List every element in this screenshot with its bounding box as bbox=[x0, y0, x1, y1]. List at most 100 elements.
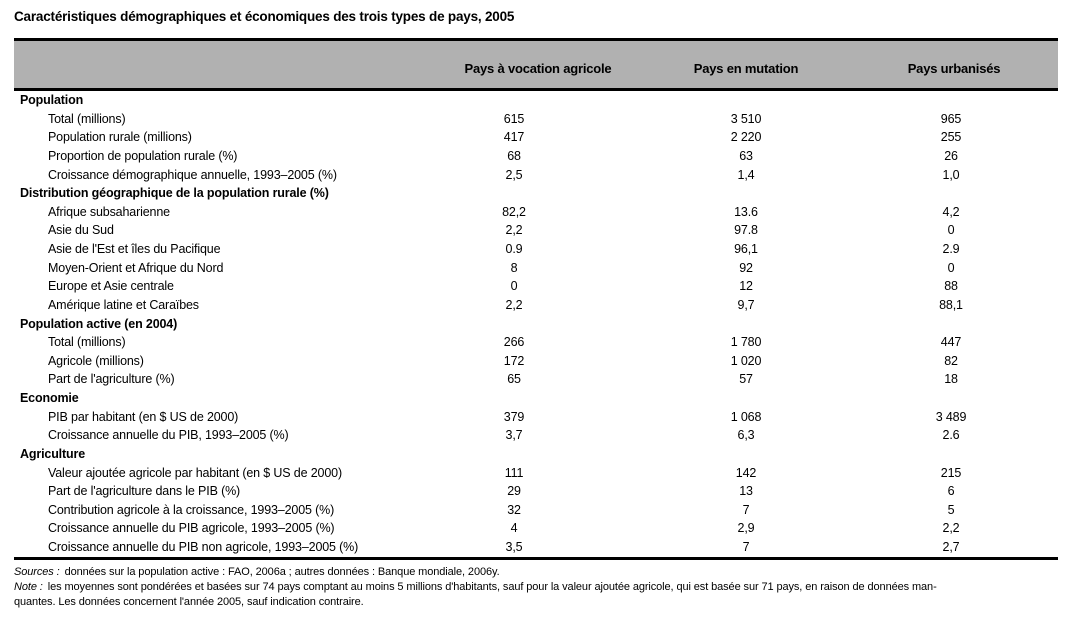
section-row: Economie bbox=[14, 389, 1058, 408]
value-cell: 68 bbox=[507, 148, 521, 163]
table-row: Total (millions) 266 1 780 447 bbox=[14, 333, 1058, 352]
value-cell: 1 780 bbox=[730, 335, 762, 350]
value-cell: 18 bbox=[944, 372, 958, 387]
value-cell bbox=[850, 315, 1058, 334]
value-cell: 97.8 bbox=[734, 223, 758, 238]
row-label: Amérique latine et Caraïbes bbox=[48, 297, 199, 312]
value-cell: 3 510 bbox=[730, 111, 762, 126]
value-cell: 615 bbox=[503, 111, 525, 126]
value-cell: 82 bbox=[944, 353, 958, 368]
value-cell bbox=[850, 184, 1058, 203]
row-label: Croissance annuelle du PIB non agricole,… bbox=[48, 540, 359, 554]
value-cell: 57 bbox=[739, 372, 753, 387]
value-cell: 3,7 bbox=[505, 428, 523, 443]
row-label: Croissance annuelle du PIB agricole, 199… bbox=[48, 521, 335, 536]
table-row: Afrique subsaharienne 82,2 13.6 4,2 bbox=[14, 203, 1058, 222]
value-cell: 82,2 bbox=[502, 204, 526, 219]
sources-label: Sources : bbox=[14, 565, 60, 578]
top-rule bbox=[14, 38, 1058, 41]
value-cell: 0.9 bbox=[505, 242, 523, 256]
value-cell: 88 bbox=[944, 279, 958, 294]
section-row: Distribution géographique de la populati… bbox=[14, 184, 1058, 203]
table-row: Croissance démographique annuelle, 1993–… bbox=[14, 166, 1058, 185]
row-label: Croissance démographique annuelle, 1993–… bbox=[48, 167, 337, 182]
table-row: Asie du Sud 2,2 97.8 0 bbox=[14, 221, 1058, 240]
value-cell bbox=[850, 445, 1058, 464]
table-row: Croissance annuelle du PIB, 1993–2005 (%… bbox=[14, 426, 1058, 445]
table-row: Total (millions) 615 3 510 965 bbox=[14, 110, 1058, 129]
value-cell: 1,4 bbox=[737, 167, 755, 182]
row-label: Asie de l'Est et îles du Pacifique bbox=[48, 242, 221, 256]
row-label: Agriculture bbox=[20, 446, 86, 461]
value-cell bbox=[642, 184, 850, 203]
table-row: Europe et Asie centrale 0 12 88 bbox=[14, 277, 1058, 296]
header-empty-cell bbox=[14, 61, 434, 69]
table-row: Croissance annuelle du PIB non agricole,… bbox=[14, 538, 1058, 557]
row-label: Croissance annuelle du PIB, 1993–2005 (%… bbox=[48, 428, 289, 443]
row-label: Agricole (millions) bbox=[48, 353, 144, 368]
note-line-2: quantes. Les données concernent l'année … bbox=[14, 595, 1058, 610]
value-cell: 2 220 bbox=[730, 130, 762, 145]
value-cell bbox=[850, 91, 1058, 110]
value-cell: 379 bbox=[503, 409, 525, 424]
value-cell: 111 bbox=[504, 465, 524, 480]
value-cell: 3,5 bbox=[505, 540, 523, 554]
section-row: Agriculture bbox=[14, 445, 1058, 464]
table-row: Contribution agricole à la croissance, 1… bbox=[14, 501, 1058, 520]
row-label: Asie du Sud bbox=[48, 223, 114, 238]
value-cell bbox=[642, 315, 850, 334]
value-cell: 63 bbox=[739, 148, 753, 163]
value-cell bbox=[850, 389, 1058, 408]
value-cell: 13 bbox=[739, 484, 753, 499]
value-cell: 266 bbox=[503, 335, 525, 350]
value-cell bbox=[434, 445, 642, 464]
value-cell: 1,0 bbox=[942, 167, 960, 182]
note-line-1: Note : les moyennes sont pondérées et bas… bbox=[14, 580, 1058, 595]
table-header-row: Pays à vocation agricole Pays en mutatio… bbox=[14, 41, 1058, 88]
value-cell: 417 bbox=[503, 130, 525, 145]
note-text-1: les moyennes sont pondérées et basées su… bbox=[47, 580, 937, 593]
row-label: Afrique subsaharienne bbox=[48, 204, 170, 219]
table-row: Asie de l'Est et îles du Pacifique 0.9 96,… bbox=[14, 240, 1058, 259]
value-cell: 5 bbox=[947, 502, 955, 517]
row-label: Contribution agricole à la croissance, 1… bbox=[48, 502, 335, 517]
value-cell: 2,9 bbox=[737, 521, 755, 536]
row-label: Economie bbox=[20, 391, 79, 405]
value-cell: 13.6 bbox=[734, 204, 758, 219]
table-row: Valeur ajoutée agricole par habitant (en… bbox=[14, 464, 1058, 483]
value-cell: 172 bbox=[503, 353, 525, 368]
value-cell: 7 bbox=[742, 502, 750, 517]
value-cell bbox=[434, 315, 642, 334]
value-cell: 32 bbox=[507, 502, 521, 517]
row-label: Distribution géographique de la populati… bbox=[20, 186, 329, 201]
table-body: Population Total (millions) 615 3 510 965 Pop… bbox=[14, 91, 1058, 557]
value-cell: 4,2 bbox=[942, 204, 960, 219]
row-label: Population active (en 2004) bbox=[20, 316, 178, 331]
value-cell: 2,5 bbox=[505, 167, 523, 182]
table-title: Caractéristiques démographiques et écono… bbox=[14, 9, 515, 24]
value-cell bbox=[434, 91, 642, 110]
section-row: Population bbox=[14, 91, 1058, 110]
table-row: Part de l'agriculture dans le PIB (%) 29 1… bbox=[14, 482, 1058, 501]
value-cell: 4 bbox=[510, 521, 518, 536]
row-label: Population rurale (millions) bbox=[48, 130, 192, 145]
value-cell: 1 020 bbox=[730, 353, 762, 368]
row-label: Valeur ajoutée agricole par habitant (en… bbox=[48, 465, 342, 480]
value-cell: 2.6 bbox=[942, 428, 960, 443]
row-label: Proportion de population rurale (%) bbox=[48, 148, 238, 163]
column-header-pays-urbanises: Pays urbanisés bbox=[907, 61, 1001, 76]
value-cell: 3 489 bbox=[935, 409, 967, 424]
value-cell: 2,2 bbox=[505, 223, 523, 238]
sources-line: Sources : données sur la population activ… bbox=[14, 565, 1058, 580]
value-cell bbox=[434, 184, 642, 203]
row-label: Part de l'agriculture dans le PIB (%) bbox=[48, 484, 241, 499]
value-cell: 215 bbox=[940, 465, 962, 480]
row-label: PIB par habitant (en $ US de 2000) bbox=[48, 409, 239, 424]
value-cell: 26 bbox=[944, 148, 958, 163]
value-cell bbox=[434, 389, 642, 408]
value-cell: 255 bbox=[940, 130, 962, 145]
value-cell: 1 068 bbox=[730, 409, 762, 424]
table-footnotes: Sources : données sur la population activ… bbox=[14, 560, 1058, 611]
table-row: Moyen-Orient et Afrique du Nord 8 92 0 bbox=[14, 259, 1058, 278]
